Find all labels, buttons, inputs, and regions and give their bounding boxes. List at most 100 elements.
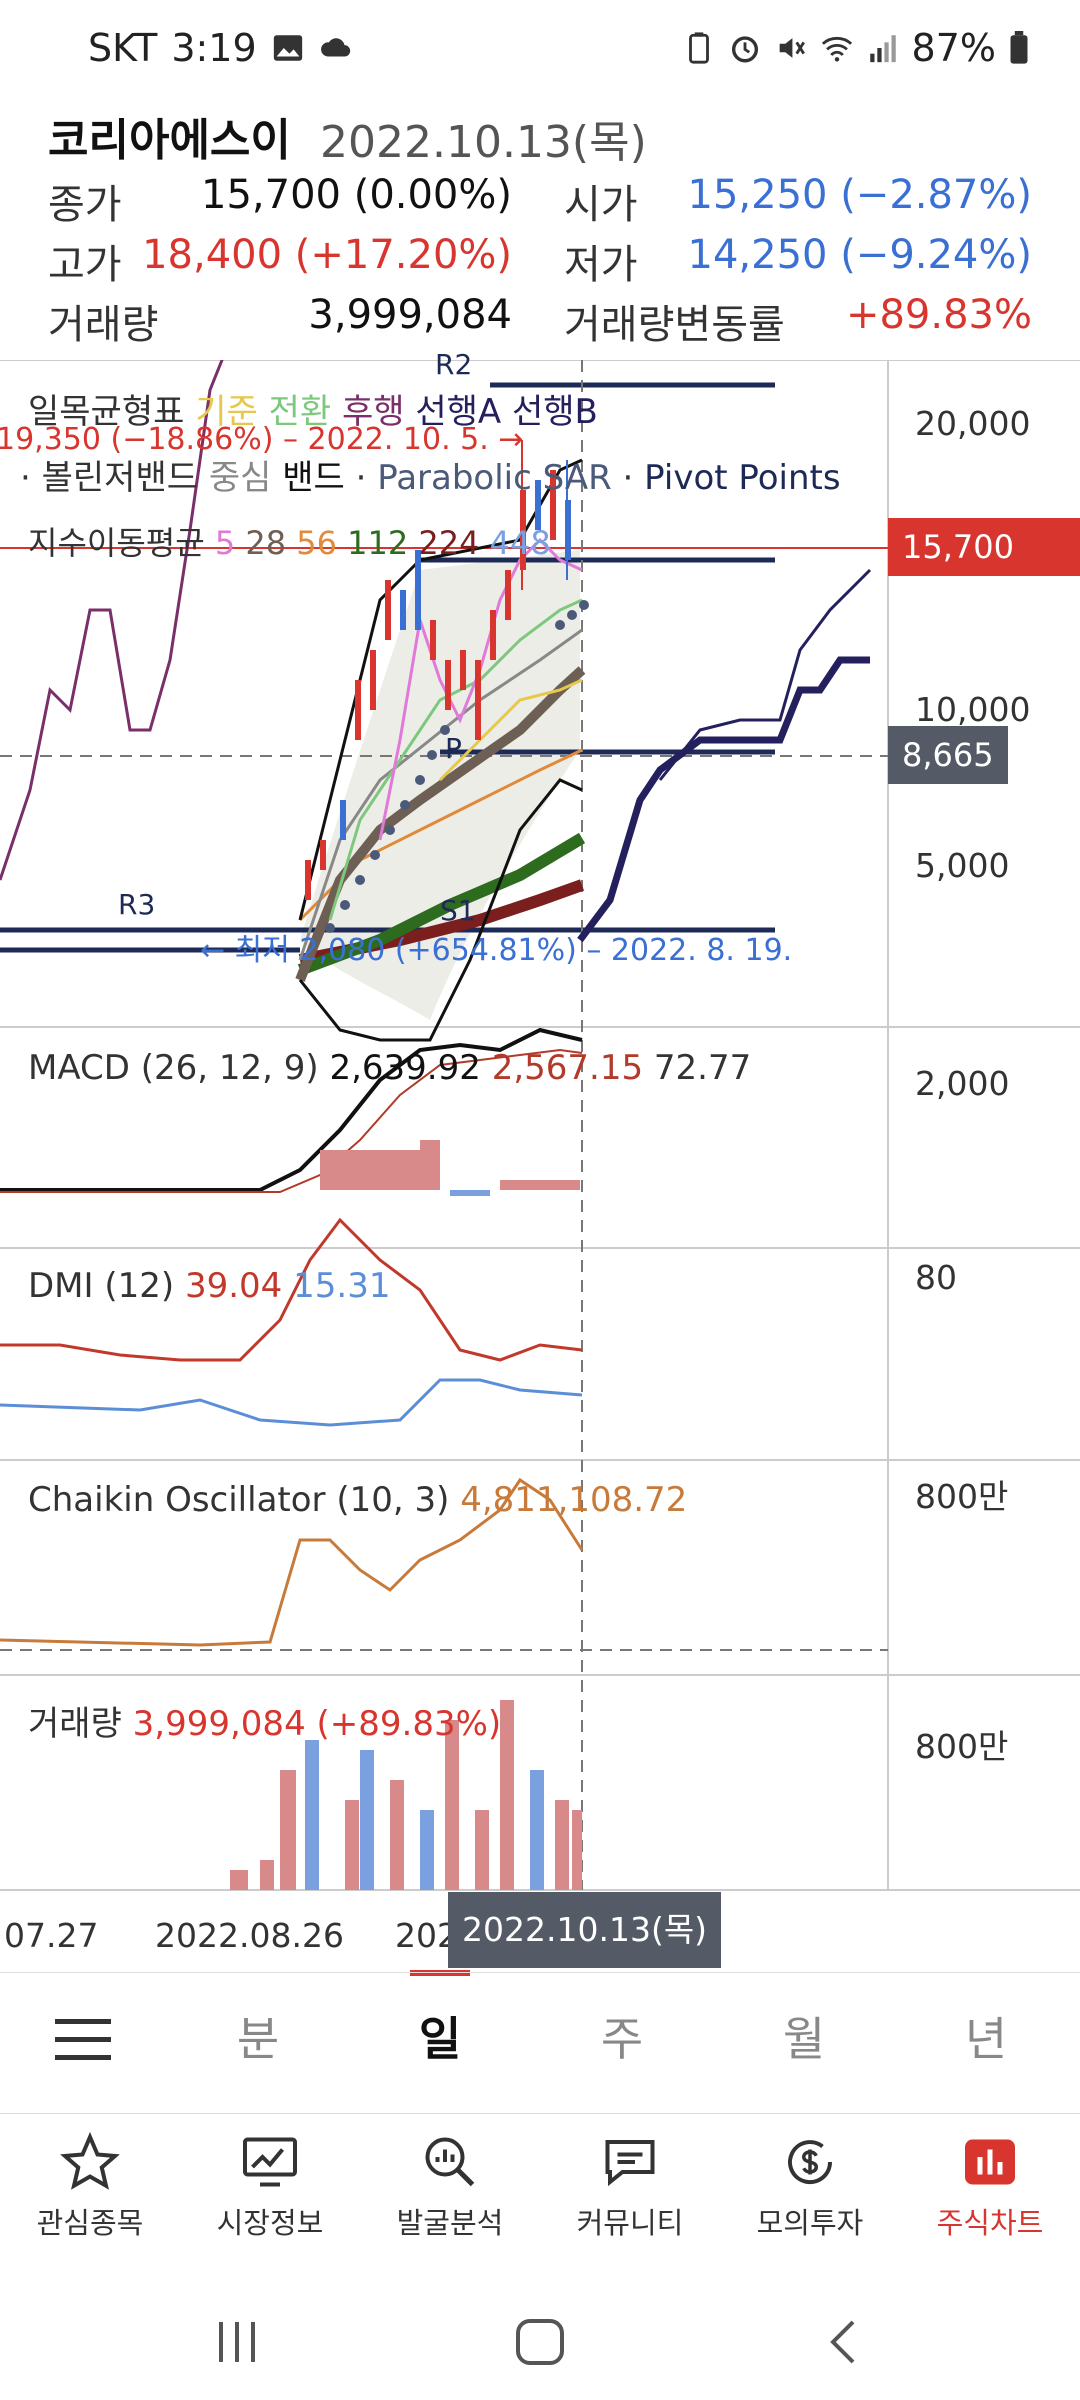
chaikin-axis-tick: 800만 <box>915 1477 1009 1516</box>
nav-market[interactable]: 시장정보 <box>180 2132 360 2242</box>
kijun-line <box>438 678 583 782</box>
dollar-cycle-icon <box>788 2140 833 2185</box>
pivot-r2-label: R2 <box>435 348 473 381</box>
parabolic-sar-dots <box>325 600 589 933</box>
bottom-nav: 관심종목 시장정보 발굴분석 커뮤니티 모의투자 주식차트 <box>0 2112 1080 2282</box>
nav-watchlist[interactable]: 관심종목 <box>0 2132 180 2242</box>
high-annotation: 19,350 (−18.86%) – 2022. 10. 5. → <box>0 422 524 457</box>
sar-legend: Parabolic SAR <box>377 458 612 498</box>
dmi-label: DMI (12) <box>28 1266 175 1306</box>
bollinger-mid-legend: 중심 <box>208 458 272 498</box>
stock-name: 코리아에스이 <box>48 115 291 166</box>
monitor-chart-icon <box>243 2137 297 2187</box>
bollinger-band-legend: 밴드 <box>282 458 345 498</box>
gallery-icon <box>273 35 302 61</box>
macd-line <box>0 1027 583 1192</box>
home-icon[interactable] <box>515 2318 565 2366</box>
dmi-plus-line <box>0 1217 583 1362</box>
ichimoku-legend[interactable]: 일목균형표 기준 전환 후행 선행A 선행B <box>28 384 598 433</box>
ema-448: 448 <box>489 524 551 562</box>
stock-header: 코리아에스이 2022.10.13(목) 종가 15,700 (0.00%) 시… <box>0 96 1080 358</box>
chart-canvas[interactable] <box>0 360 1080 1985</box>
ichimoku-kijun: 기준 <box>195 392 258 432</box>
macd-signal-value: 2,567.15 <box>491 1048 644 1088</box>
battery-icon <box>1010 31 1028 64</box>
period-selector: 분 일 주 월 년 <box>0 1972 1080 2114</box>
nav-discovery[interactable]: 발굴분석 <box>360 2132 540 2242</box>
nav-label: 모의투자 <box>756 2206 864 2240</box>
open-value: 15,250 (−2.87%) <box>687 172 1032 218</box>
nav-stock-chart[interactable]: 주식차트 <box>900 2132 1080 2242</box>
bollinger-legend: 볼린저밴드 <box>41 458 199 498</box>
period-day[interactable]: 일 <box>418 2012 462 2066</box>
date-tick: 2022.08.26 <box>155 1916 344 1955</box>
span-b-line <box>577 656 870 943</box>
pivot-legend: Pivot Points <box>644 458 841 498</box>
macd-axis-tick: 2,000 <box>915 1064 1010 1103</box>
carrier: SKT <box>88 26 158 70</box>
signal-line <box>0 1048 583 1193</box>
macd-value: 2,639.92 <box>329 1048 481 1088</box>
high-value: 18,400 (+17.20%) <box>142 232 512 278</box>
price-tick: 10,000 <box>915 690 1031 729</box>
pivot-r3-label: R3 <box>118 888 156 921</box>
alarm-icon <box>731 36 758 63</box>
current-price-badge: 15,700 <box>888 518 1080 576</box>
chaikin-label: Chaikin Oscillator (10, 3) <box>28 1480 450 1520</box>
nav-label: 관심종목 <box>36 2206 144 2240</box>
bar-chart-icon <box>965 2139 1015 2185</box>
magnifier-chart-icon <box>425 2137 475 2187</box>
macd-label: MACD (26, 12, 9) <box>28 1048 319 1088</box>
high-label: 고가 <box>48 242 122 288</box>
nav-label: 시장정보 <box>216 2206 324 2240</box>
scroll-indicator[interactable] <box>410 1970 470 1976</box>
volume-legend[interactable]: 거래량 3,999,084 (+89.83%) <box>28 1696 501 1745</box>
ema-legend[interactable]: 지수이동평균 5 28 56 112 224 448 <box>28 518 551 564</box>
volume-change-label: 거래량변동률 <box>564 302 785 348</box>
chaikin-legend[interactable]: Chaikin Oscillator (10, 3) 4,811,108.72 <box>28 1480 687 1520</box>
nav-label: 커뮤니티 <box>576 2206 684 2240</box>
stock-date: 2022.10.13(목) <box>320 117 647 168</box>
bollinger-lower <box>298 778 583 1042</box>
volume-label: 거래량 <box>48 302 159 348</box>
overlay-legend[interactable]: · 볼린저밴드 중심 밴드 · Parabolic SAR · Pivot Po… <box>20 458 841 498</box>
ema-5: 5 <box>214 524 236 562</box>
ichimoku-chikou: 후행 <box>341 392 405 432</box>
ema-28: 28 <box>245 524 287 562</box>
volume-value: 3,999,084 <box>308 292 512 338</box>
battery-saver-icon <box>688 32 709 64</box>
cloud-sync-icon <box>320 38 350 57</box>
ema-224: 224 <box>418 524 480 562</box>
period-week[interactable]: 주 <box>600 2012 644 2066</box>
chaikin-line <box>0 1477 584 1647</box>
ema-56-line <box>295 666 586 982</box>
ema-title: 지수이동평균 <box>28 524 205 562</box>
chat-icon <box>605 2140 655 2187</box>
macd-legend[interactable]: MACD (26, 12, 9) 2,639.92 2,567.15 72.77 <box>28 1048 751 1088</box>
low-annotation: ← 최저 2,080 (+654.81%) – 2022. 8. 19. <box>200 933 793 968</box>
wifi-icon <box>821 36 852 62</box>
stock-chart[interactable]: 일목균형표 기준 전환 후행 선행A 선행B 19,350 (−18.86%) … <box>0 348 1080 1985</box>
dmi-legend[interactable]: DMI (12) 39.04 15.31 <box>28 1266 390 1306</box>
system-nav <box>0 2282 1080 2400</box>
span-a-line <box>658 568 872 781</box>
clock: 3:19 <box>171 26 257 70</box>
price-tick: 5,000 <box>915 846 1010 885</box>
period-minute[interactable]: 분 <box>236 2012 280 2066</box>
recent-apps-icon[interactable] <box>215 2320 259 2364</box>
nav-mock-invest[interactable]: 모의투자 <box>720 2132 900 2242</box>
price-tick: 20,000 <box>915 404 1031 443</box>
menu-icon[interactable] <box>55 2015 111 2065</box>
ema-112: 112 <box>347 524 409 562</box>
date-tick: 07.27 <box>4 1916 99 1955</box>
close-label: 종가 <box>48 182 122 228</box>
period-month[interactable]: 월 <box>782 2012 826 2066</box>
dmi-minus-value: 15.31 <box>293 1266 391 1306</box>
back-icon[interactable] <box>825 2318 859 2366</box>
chaikin-value: 4,811,108.72 <box>460 1480 688 1520</box>
low-value: 14,250 (−9.24%) <box>687 232 1032 278</box>
volume-panel-value: 3,999,084 (+89.83%) <box>132 1704 502 1744</box>
period-year[interactable]: 년 <box>964 2012 1008 2066</box>
nav-community[interactable]: 커뮤니티 <box>540 2132 720 2242</box>
macd-hist-value: 72.77 <box>653 1048 752 1088</box>
